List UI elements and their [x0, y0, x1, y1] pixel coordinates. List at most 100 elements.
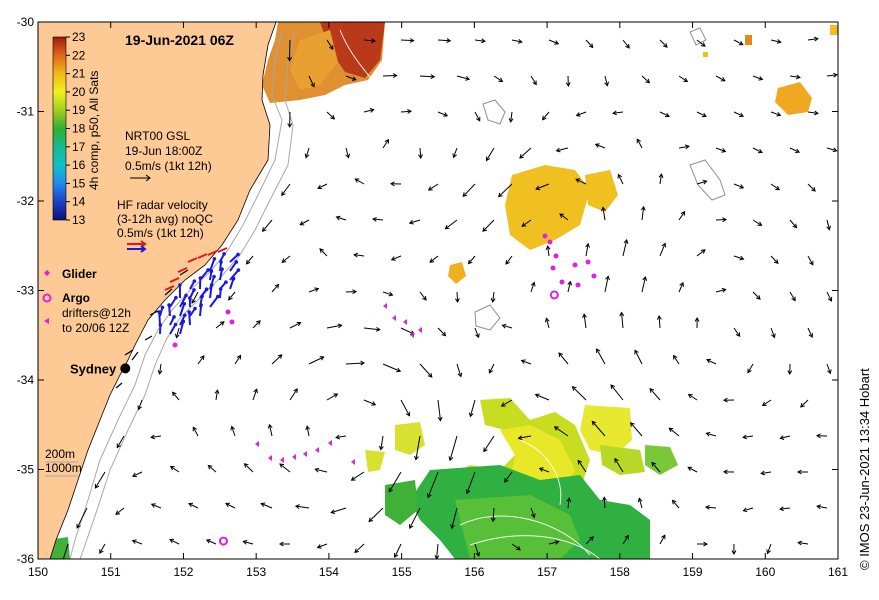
x-tick-label: 151 [101, 565, 121, 579]
radar-arrow [229, 268, 241, 281]
velocity-arrow [760, 470, 772, 476]
radar-arrow [229, 252, 240, 263]
velocity-arrow [214, 389, 220, 401]
velocity-arrow [575, 178, 587, 185]
velocity-arrow [789, 147, 801, 153]
argo-float-marker [218, 536, 228, 546]
radar-arrow [189, 279, 197, 290]
velocity-arrow [308, 356, 325, 365]
velocity-arrow [604, 75, 609, 87]
x-tick-label: 154 [319, 565, 339, 579]
radar-arrow [187, 310, 191, 326]
velocity-arrow [427, 471, 439, 499]
legend-gsl-line3: 0.5m/s (1kt 12h) [125, 159, 212, 173]
velocity-arrow [456, 363, 463, 378]
velocity-arrow [733, 39, 744, 46]
velocity-arrow [299, 219, 310, 226]
velocity-arrow [797, 540, 809, 546]
velocity-arrow [174, 327, 180, 339]
velocity-arrow [345, 147, 351, 159]
radar-arrow-red [207, 250, 218, 256]
radar-arrow [229, 276, 236, 290]
velocity-arrow [789, 74, 801, 80]
velocity-arrow [335, 215, 347, 221]
velocity-arrow [770, 255, 779, 265]
velocity-arrow [826, 147, 838, 153]
legend-drifters-line1: drifters@12h [62, 306, 131, 320]
velocity-arrow [659, 534, 666, 545]
velocity-arrow [314, 467, 328, 473]
velocity-arrow [157, 363, 163, 375]
velocity-arrow [382, 363, 402, 373]
velocity-vectors [62, 36, 838, 559]
velocity-arrow [816, 433, 828, 439]
velocity-arrow [363, 38, 376, 44]
velocity-arrow [770, 327, 776, 339]
velocity-arrow [409, 507, 421, 529]
velocity-arrow [390, 181, 402, 187]
velocity-arrow [807, 327, 813, 339]
velocity-arrow [826, 72, 838, 78]
velocity-arrow [789, 219, 798, 229]
velocity-arrow [467, 255, 476, 265]
velocity-arrow [807, 255, 814, 266]
radar-arrow [169, 315, 176, 326]
map-title: 19-Jun-2021 06Z [125, 32, 234, 48]
velocity-arrow [493, 75, 504, 83]
velocity-arrow [326, 393, 339, 401]
velocity-arrow [731, 543, 737, 556]
velocity-arrow [678, 281, 684, 293]
velocity-arrow [520, 359, 532, 365]
radar-arrow [179, 301, 187, 317]
x-tick-label: 157 [537, 565, 557, 579]
legend-radar-line1: HF radar velocity [117, 198, 208, 212]
velocity-arrow [535, 183, 550, 191]
velocity-arrow [490, 291, 496, 303]
velocity-arrow [94, 471, 106, 489]
velocity-arrow [678, 144, 690, 150]
velocity-arrow [659, 39, 668, 48]
radar-arrow [229, 260, 239, 272]
velocity-arrow [99, 543, 106, 554]
velocity-arrow [169, 465, 180, 473]
velocity-arrow [678, 75, 689, 83]
velocity-arrow [559, 213, 569, 221]
velocity-arrow [260, 502, 273, 509]
x-tick-label: 161 [828, 565, 848, 579]
velocity-arrow [770, 111, 782, 117]
velocity-arrow [534, 393, 550, 401]
colorbar-tick-label: 23 [72, 30, 86, 44]
velocity-arrow [641, 276, 648, 293]
hf-radar-vectors [157, 247, 241, 335]
velocity-arrow [267, 423, 273, 437]
velocity-arrow [287, 39, 293, 62]
legend-radar-arrow-icon [127, 240, 147, 253]
velocity-arrow [766, 543, 772, 555]
velocity-arrow [656, 314, 662, 329]
velocity-arrow [733, 327, 741, 338]
velocity-arrow [243, 463, 254, 473]
velocity-arrow [585, 242, 590, 257]
velocity-arrow [504, 471, 513, 483]
velocity-arrow [596, 348, 606, 365]
velocity-arrow [485, 147, 495, 162]
velocity-arrow [116, 435, 125, 449]
velocity-arrow [816, 504, 828, 510]
velocity-arrow [796, 469, 809, 475]
velocity-arrow [696, 249, 706, 257]
radar-arrow [209, 269, 214, 281]
velocity-arrow [517, 435, 532, 441]
velocity-arrow [76, 507, 88, 529]
velocity-arrow [393, 543, 402, 558]
velocity-arrow [382, 73, 398, 79]
velocity-arrow [571, 385, 587, 401]
velocity-arrow [747, 363, 754, 374]
colorbar-tick-label: 21 [72, 67, 86, 81]
velocity-arrow [483, 435, 495, 453]
legend-argo: Argo [62, 291, 90, 305]
velocity-arrow [497, 183, 513, 198]
velocity-arrow [437, 38, 452, 43]
velocity-arrow [761, 399, 772, 407]
velocity-arrow [215, 321, 225, 329]
velocity-arrow [207, 464, 217, 473]
